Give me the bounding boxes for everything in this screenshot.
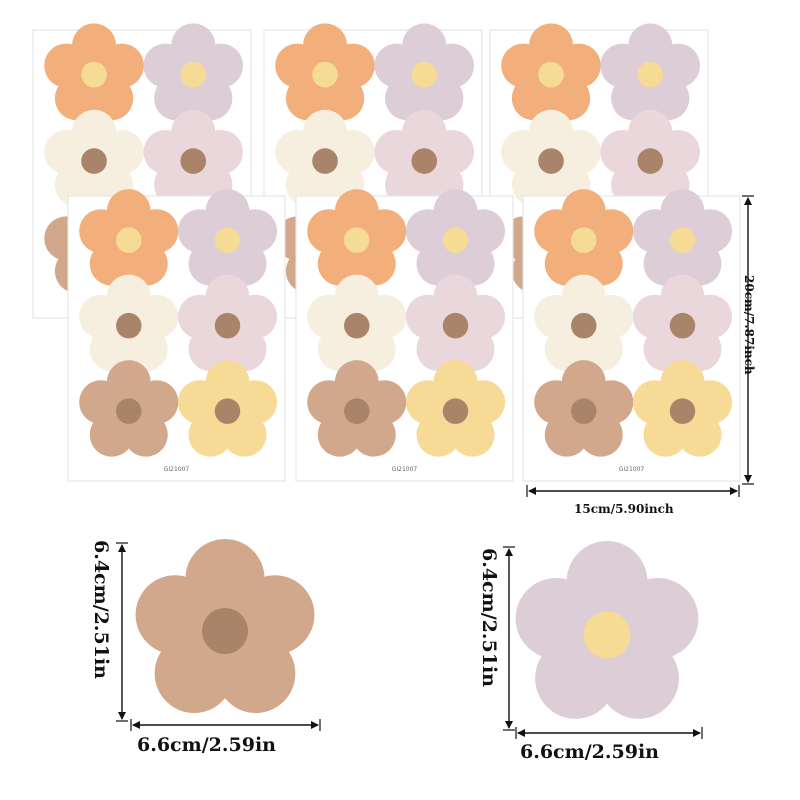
sticker-flower: [275, 23, 375, 121]
sticker-flower: [374, 23, 475, 121]
left-flower-width-label: 6.6cm/2.59in: [137, 734, 276, 756]
flower-center: [669, 227, 696, 253]
sheet-width-label: 15cm/5.90inch: [574, 502, 674, 516]
sticker-flower: [307, 274, 407, 372]
flower-center: [312, 61, 338, 88]
sticker-flower: [374, 109, 475, 207]
front-sheet: GI21007: [522, 189, 741, 482]
sticker-flower: [44, 23, 144, 121]
flower-center: [411, 148, 438, 174]
sticker-flower: [44, 109, 144, 207]
sticker-flower: [534, 274, 634, 372]
sticker-flower: [534, 360, 634, 457]
flower-center: [571, 398, 597, 424]
flower-center: [344, 398, 370, 424]
flower-center: [180, 148, 207, 174]
sheet-code: GI21007: [164, 466, 190, 473]
flower-center: [637, 61, 664, 88]
flower-center: [538, 148, 564, 174]
flower-center: [442, 227, 469, 253]
flower-center: [538, 61, 564, 88]
flower-center: [202, 608, 248, 654]
sticker-flower: [632, 360, 733, 457]
sample-flower-mocha: [135, 539, 315, 713]
sticker-flower: [307, 189, 407, 286]
flower-center: [116, 312, 142, 339]
flower-center: [571, 227, 597, 253]
flower-center: [116, 227, 142, 253]
sticker-flower: [501, 109, 601, 207]
flower-center: [116, 398, 142, 424]
sticker-flower: [79, 360, 179, 457]
sticker-flower: [405, 189, 506, 286]
flower-center: [81, 148, 107, 174]
front-sheets-row: GI21007 GI21007 GI21007: [67, 189, 741, 482]
flower-center: [180, 61, 207, 88]
sticker-flower: [177, 274, 278, 372]
sticker-flower: [307, 360, 407, 457]
flower-center: [411, 61, 438, 88]
front-sheet: GI21007: [295, 189, 514, 482]
front-sheet: GI21007: [67, 189, 286, 482]
sticker-flower: [501, 23, 601, 121]
dimension-lines: [116, 195, 754, 739]
sticker-flower: [405, 360, 506, 457]
flower-center: [583, 611, 631, 659]
single-flower-samples: [135, 539, 699, 719]
flower-center: [669, 398, 696, 424]
flower-center: [344, 227, 370, 253]
sticker-flower: [79, 189, 179, 286]
sheet-height-label: 20cm/7.87inch: [742, 275, 756, 375]
flower-center: [312, 148, 338, 174]
flower-center: [442, 312, 469, 339]
flower-center: [637, 148, 664, 174]
sticker-flower: [600, 23, 701, 121]
flower-center: [571, 312, 597, 339]
sheet-code: GI21007: [619, 466, 645, 473]
flower-center: [669, 312, 696, 339]
sticker-flower: [143, 23, 244, 121]
flower-center: [344, 312, 370, 339]
sticker-flower: [79, 274, 179, 372]
left-flower-height-label: 6.4cm/2.51in: [90, 540, 112, 679]
flower-center: [81, 61, 107, 88]
sheet-code: GI21007: [392, 466, 418, 473]
right-flower-height-label: 6.4cm/2.51in: [478, 548, 500, 687]
flower-center: [214, 398, 241, 424]
right-flower-width-label: 6.6cm/2.59in: [520, 741, 659, 763]
sample-flower-lavender: [515, 541, 699, 719]
flower-center: [214, 227, 241, 253]
sticker-flower: [534, 189, 634, 286]
sticker-flower: [632, 189, 733, 286]
flower-center: [214, 312, 241, 339]
sticker-flower: [405, 274, 506, 372]
sticker-flower: [177, 360, 278, 457]
sticker-flower: [177, 189, 278, 286]
flower-center: [442, 398, 469, 424]
sticker-flower: [632, 274, 733, 372]
